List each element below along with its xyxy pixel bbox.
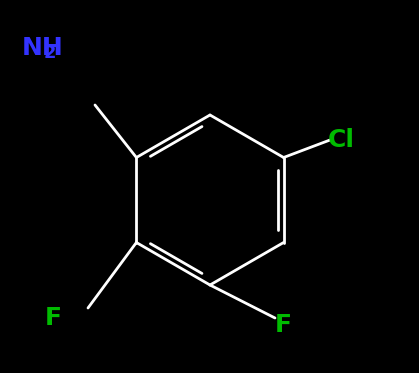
Text: F: F [275,313,292,337]
Text: 2: 2 [43,44,56,62]
Text: Cl: Cl [328,128,355,152]
Text: F: F [45,306,62,330]
Text: NH: NH [22,36,64,60]
